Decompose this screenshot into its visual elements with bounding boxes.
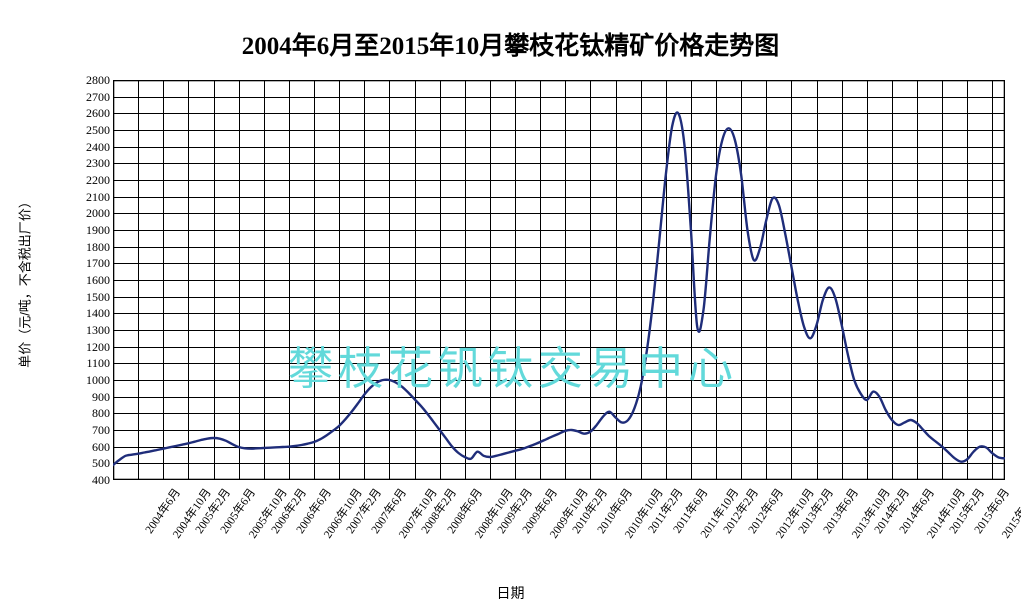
y-tick-label: 500 xyxy=(92,456,110,471)
y-axis-tick-labels: 2800 2700 2600 2500 2400 2300 2200 2100 2000 1900… xyxy=(62,0,110,608)
x-tick-label: 2010年10月 xyxy=(623,486,667,541)
x-tick-label: 2006年6月 xyxy=(294,486,334,536)
y-tick-label: 700 xyxy=(92,423,110,437)
x-tick-label: 2006年10月 xyxy=(321,486,365,541)
x-tick-label: 2009年2月 xyxy=(495,486,535,536)
y-tick-label: 1500 xyxy=(86,289,110,304)
y-tick-label: 2000 xyxy=(86,206,110,221)
x-tick-label: 2012年10月 xyxy=(774,486,817,541)
chart-svg xyxy=(113,80,1005,480)
y-tick-label: 600 xyxy=(92,439,110,454)
x-tick-label: 2011年6月 xyxy=(671,486,711,536)
x-tick-label: 2013年2月 xyxy=(796,486,837,536)
x-tick-label: 2010年6月 xyxy=(595,486,636,536)
x-tick-label: 2012年6月 xyxy=(746,486,787,536)
x-tick-label: 2009年10月 xyxy=(547,486,591,541)
y-tick-label: 2800 xyxy=(86,73,110,87)
y-tick-label: 1100 xyxy=(86,356,110,371)
y-tick-label: 2200 xyxy=(86,173,110,187)
y-tick-label: 1700 xyxy=(86,256,110,271)
y-tick-label: 1900 xyxy=(86,223,110,237)
x-tick-label: 2011年10月 xyxy=(698,486,742,541)
y-tick-label: 1000 xyxy=(86,373,110,387)
x-tick-label: 2007年6月 xyxy=(369,486,410,536)
x-tick-label: 2011年2月 xyxy=(645,486,686,536)
y-tick-label: 2100 xyxy=(86,189,110,204)
y-tick-label: 2500 xyxy=(86,123,110,137)
y-tick-label: 2700 xyxy=(86,89,110,104)
x-tick-label: 2012年2月 xyxy=(721,486,761,536)
x-tick-label: 2008年10月 xyxy=(472,486,516,541)
y-tick-label: 1800 xyxy=(86,239,110,254)
x-tick-label: 2009年6月 xyxy=(520,486,560,536)
x-axis-title: 日期 xyxy=(496,585,525,601)
x-tick-label: 2013年10月 xyxy=(849,486,893,541)
x-tick-label: 2014年6月 xyxy=(897,486,937,536)
x-tick-label: 2014年10月 xyxy=(924,486,968,541)
y-tick-label: 2300 xyxy=(86,156,110,171)
horizontal-gridlines xyxy=(113,97,1005,464)
y-tick-label: 2400 xyxy=(86,139,110,154)
x-tick-label: 2010年2月 xyxy=(570,486,611,536)
y-tick-label: 900 xyxy=(92,389,110,404)
plot-area xyxy=(113,80,1005,480)
vertical-gridlines xyxy=(138,80,993,480)
x-tick-label: 2015年10月 xyxy=(1000,486,1021,541)
y-tick-label: 1300 xyxy=(86,323,110,337)
x-tick-label: 2013年6月 xyxy=(821,486,862,536)
x-tick-label: 2007年2月 xyxy=(344,486,385,536)
x-tick-label: 2008年6月 xyxy=(445,486,485,536)
y-tick-label: 2600 xyxy=(86,106,110,121)
y-axis-title: 单价（元/吨，不含税出厂价） xyxy=(17,195,33,368)
y-tick-label: 1400 xyxy=(86,306,110,321)
x-tick-label: 2005年6月 xyxy=(218,486,259,536)
x-tick-label: 2008年2月 xyxy=(419,486,460,536)
x-tick-label: 2005年2月 xyxy=(193,486,234,536)
x-tick-label: 2007年10月 xyxy=(397,486,441,541)
x-tick-label: 2004年6月 xyxy=(143,486,184,536)
price-series-line xyxy=(113,111,1005,467)
y-tick-label: 800 xyxy=(92,406,110,421)
y-tick-label: 1200 xyxy=(86,339,110,354)
x-tick-label: 2006年2月 xyxy=(269,486,309,536)
y-tick-label: 1600 xyxy=(86,273,110,287)
chart-title: 2004年6月至2015年10月攀枝花钛精矿价格走势图 xyxy=(241,33,780,60)
x-tick-label: 2005年10月 xyxy=(246,486,290,541)
x-tick-label: 2004年10月 xyxy=(171,486,214,541)
plot-border xyxy=(113,80,1005,480)
y-tick-label: 400 xyxy=(92,473,110,487)
x-tick-label: 2015年2月 xyxy=(947,486,988,536)
x-tick-label: 2014年2月 xyxy=(872,486,912,536)
x-tick-label: 2015年6月 xyxy=(972,486,1013,536)
